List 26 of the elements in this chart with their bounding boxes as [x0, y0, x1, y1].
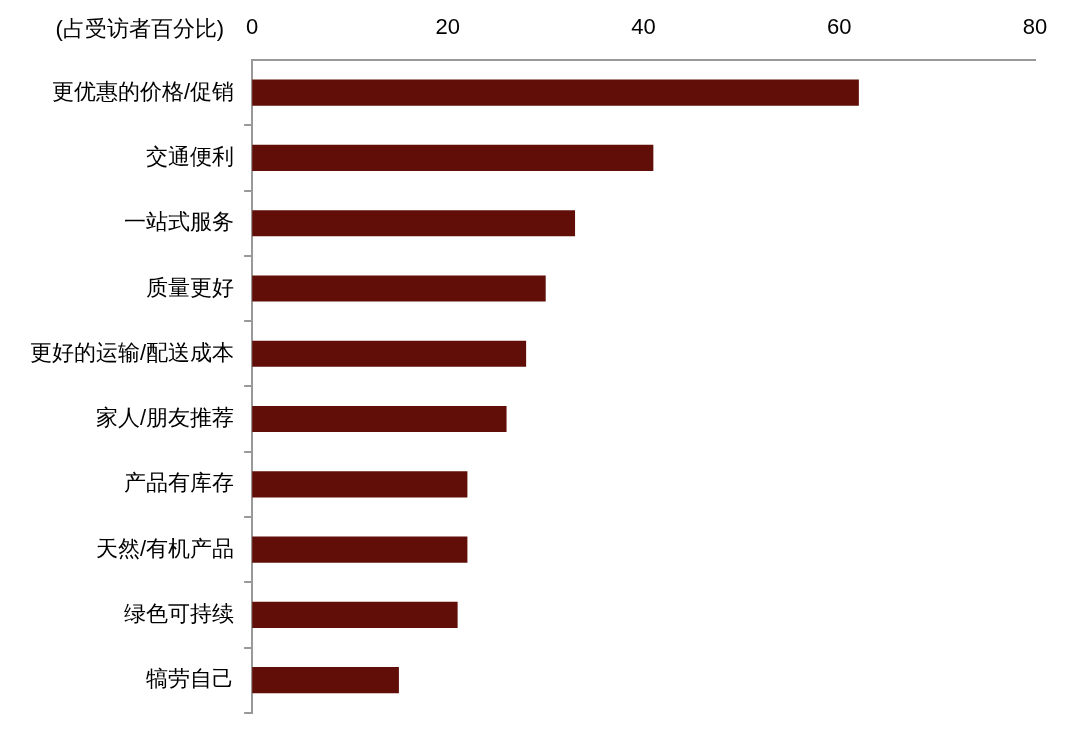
bar — [252, 275, 546, 302]
bar — [252, 144, 654, 171]
bar — [252, 536, 468, 563]
y-tick-label: 更好的运输/配送成本 — [29, 339, 235, 365]
bar — [252, 79, 859, 106]
x-tick-label: 20 — [435, 14, 461, 40]
y-tick-label: 交通便利 — [146, 143, 235, 169]
bar — [252, 667, 399, 694]
y-tick-label: 天然/有机产品 — [95, 535, 235, 561]
x-tick-label: 60 — [827, 14, 852, 40]
x-tick-label: 80 — [1022, 14, 1048, 40]
bar — [252, 601, 458, 628]
y-tick-label: 产品有库存 — [124, 470, 235, 496]
bar — [252, 210, 576, 237]
y-tick-label: 一站式服务 — [124, 209, 235, 235]
y-tick-label: 质量更好 — [146, 274, 235, 300]
x-axis-title: (占受访者百分比) — [55, 16, 225, 42]
bar — [252, 405, 507, 433]
y-tick-label: 绿色可持续 — [124, 600, 235, 626]
y-tick-label: 家人/朋友推荐 — [95, 405, 235, 431]
x-tick-label: 40 — [631, 14, 656, 40]
bar — [252, 340, 527, 367]
x-tick-label: 0 — [245, 14, 259, 40]
y-tick-label: 犒劳自己 — [146, 666, 235, 692]
bar — [252, 471, 468, 498]
y-tick-label: 更优惠的价格/促销 — [51, 78, 235, 104]
